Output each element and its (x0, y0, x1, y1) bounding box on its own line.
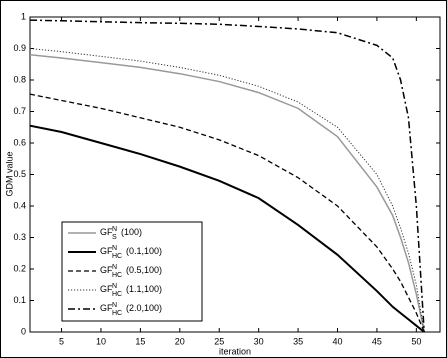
legend-sub: HC (112, 253, 122, 260)
y-tick-label: 0.6 (13, 137, 26, 147)
series-line (29, 93, 425, 333)
series-line (29, 48, 425, 333)
legend-params: (100) (121, 227, 142, 237)
legend-sup: N (112, 302, 117, 309)
x-tick-label: 40 (332, 336, 342, 346)
legend-sup: N (112, 245, 117, 252)
x-tick-label: 35 (293, 336, 303, 346)
legend-params: (0.5,100) (126, 265, 162, 275)
legend-name: GF (100, 246, 113, 256)
legend-label: GFN HC (0.1,100) (100, 245, 162, 260)
y-tick-label: 0.1 (13, 295, 26, 305)
y-tick-label: 0.5 (13, 169, 26, 179)
x-tick-label: 30 (254, 336, 264, 346)
legend-label: GFN S (100) (100, 226, 142, 241)
y-tick-label: 0.8 (13, 74, 26, 84)
legend-name: GF (100, 227, 113, 237)
legend-label: GFN HC (2.0,100) (100, 302, 162, 317)
x-tick-label: 20 (175, 336, 185, 346)
legend-sub: HC (112, 291, 122, 298)
legend-params: (2.0,100) (126, 303, 162, 313)
x-tick-label: 45 (372, 336, 382, 346)
x-axis-label: iteration (219, 346, 251, 356)
x-tick-label: 25 (214, 336, 224, 346)
y-tick-label: 0.7 (13, 106, 26, 116)
legend-sup: N (112, 283, 117, 290)
y-tick-label: 0 (21, 326, 26, 336)
y-tick-label: 0.2 (13, 263, 26, 273)
legend-sup: N (112, 226, 117, 233)
legend-sub: HC (112, 272, 122, 279)
legend-label: GFN HC (1.1,100) (100, 283, 162, 298)
y-tick-label: 0.4 (13, 200, 26, 210)
x-tick-label: 50 (411, 336, 421, 346)
series-line (29, 124, 425, 333)
legend-label: GFN HC (0.5,100) (100, 264, 162, 279)
x-tick-label: 15 (135, 336, 145, 346)
legend-sup: N (112, 264, 117, 271)
legend-name: GF (100, 265, 113, 275)
y-tick-label: 0.3 (13, 232, 26, 242)
x-tick-label: 10 (96, 336, 106, 346)
series-line (29, 54, 425, 333)
legend-sub: S (112, 234, 117, 241)
y-tick-label: 0.9 (13, 43, 26, 53)
legend-params: (1.1,100) (126, 284, 162, 294)
y-axis-label: GDM value (4, 151, 14, 196)
legend-name: GF (100, 303, 113, 313)
y-tick-label: 1 (21, 11, 26, 21)
legend-name: GF (100, 284, 113, 294)
legend-params: (0.1,100) (126, 246, 162, 256)
legend-sub: HC (112, 310, 122, 317)
x-tick-label: 5 (59, 336, 64, 346)
